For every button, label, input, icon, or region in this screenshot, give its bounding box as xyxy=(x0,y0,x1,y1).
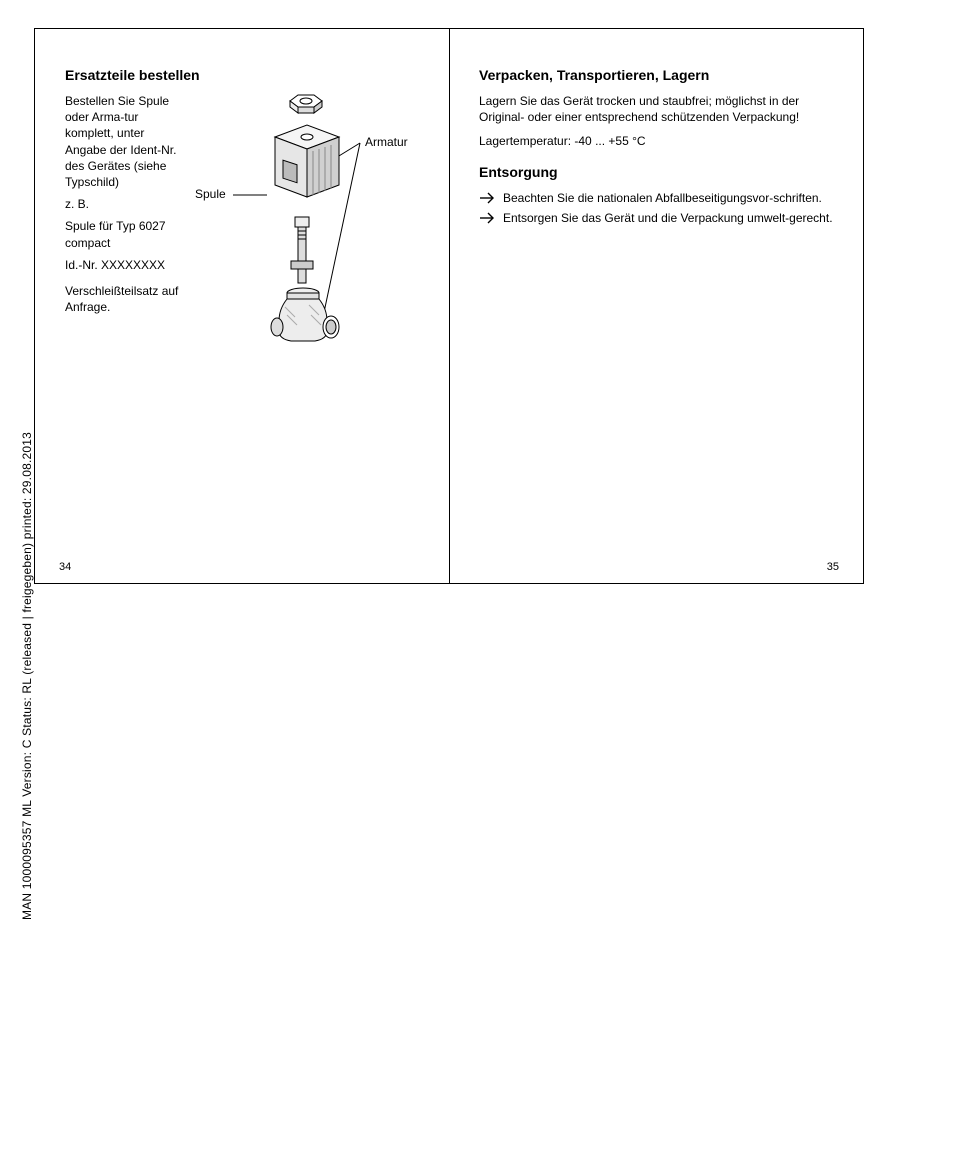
arrow-icon xyxy=(479,191,497,205)
heading-packaging: Verpacken, Transportieren, Lagern xyxy=(479,67,833,83)
page-number-right: 35 xyxy=(827,561,839,573)
disposal-list: Beachten Sie die nationalen Abfallbeseit… xyxy=(479,190,833,226)
para-wear-parts: Verschleißteilsatz auf Anfrage. xyxy=(65,283,185,315)
heading-disposal: Entsorgung xyxy=(479,164,833,180)
arrow-icon xyxy=(479,211,497,225)
para-example-intro: z. B. xyxy=(65,196,185,212)
label-coil: Spule xyxy=(195,187,226,201)
para-order-instructions: Bestellen Sie Spule oder Arma-tur komple… xyxy=(65,93,185,190)
para-storage-temp: Lagertemperatur: -40 ... +55 °C xyxy=(479,133,833,149)
page-left: Ersatzteile bestellen Bestellen Sie Spul… xyxy=(35,29,449,583)
para-example-id: Id.-Nr. XXXXXXXX xyxy=(65,257,185,273)
heading-spare-parts: Ersatzteile bestellen xyxy=(65,67,419,83)
valve-diagram: Spule Armatur xyxy=(195,87,425,367)
two-page-spread: Ersatzteile bestellen Bestellen Sie Spul… xyxy=(34,28,864,584)
disposal-text-1: Beachten Sie die nationalen Abfallbeseit… xyxy=(503,190,822,206)
disposal-text-2: Entsorgen Sie das Gerät und die Verpacku… xyxy=(503,210,833,226)
page-number-left: 34 xyxy=(59,561,71,573)
spare-parts-text: Bestellen Sie Spule oder Arma-tur komple… xyxy=(65,93,185,315)
document-meta-sidebar: MAN 1000095357 ML Version: C Status: RL … xyxy=(20,432,34,920)
disposal-item-1: Beachten Sie die nationalen Abfallbeseit… xyxy=(479,190,833,206)
valve-exploded-svg xyxy=(195,87,425,367)
para-example-type: Spule für Typ 6027 compact xyxy=(65,218,185,250)
label-fitting: Armatur xyxy=(365,135,408,149)
para-storage: Lagern Sie das Gerät trocken und staubfr… xyxy=(479,93,833,125)
page-right: Verpacken, Transportieren, Lagern Lagern… xyxy=(449,29,863,583)
disposal-item-2: Entsorgen Sie das Gerät und die Verpacku… xyxy=(479,210,833,226)
